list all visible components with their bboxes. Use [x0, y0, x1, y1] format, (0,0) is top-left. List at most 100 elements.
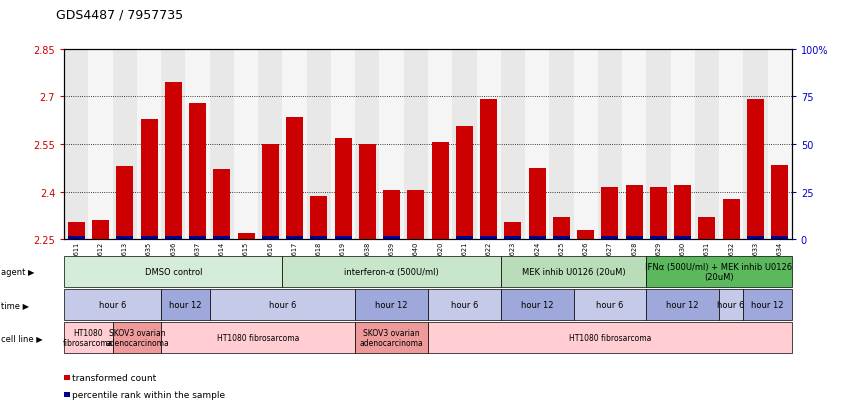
Bar	[480, 236, 497, 240]
Bar	[622, 50, 646, 240]
Text: DMSO control: DMSO control	[145, 267, 202, 276]
Bar	[331, 50, 355, 240]
Bar	[238, 233, 254, 240]
Bar	[768, 50, 792, 240]
Bar	[64, 50, 88, 240]
Bar	[262, 145, 279, 240]
Bar	[213, 236, 230, 240]
Text: hour 6: hour 6	[451, 300, 478, 309]
Text: hour 12: hour 12	[667, 300, 698, 309]
Bar	[189, 236, 206, 240]
Bar	[626, 186, 643, 240]
Bar	[695, 50, 719, 240]
Bar	[456, 127, 473, 240]
Text: time ▶: time ▶	[1, 300, 29, 309]
Bar	[550, 50, 574, 240]
Bar	[675, 236, 691, 240]
Text: hour 12: hour 12	[752, 300, 784, 309]
Text: HT1080 fibrosarcoma: HT1080 fibrosarcoma	[217, 333, 300, 342]
Bar	[670, 50, 695, 240]
Bar	[137, 50, 161, 240]
Bar	[771, 165, 788, 240]
Bar	[626, 236, 643, 240]
Text: hour 12: hour 12	[376, 300, 407, 309]
Bar	[259, 50, 282, 240]
Bar	[650, 236, 667, 240]
Bar	[140, 119, 158, 240]
Bar	[602, 188, 618, 240]
Text: IFNα (500U/ml) + MEK inhib U0126
(20uM): IFNα (500U/ml) + MEK inhib U0126 (20uM)	[645, 262, 793, 281]
Bar	[88, 50, 113, 240]
Bar	[743, 50, 768, 240]
Bar	[477, 50, 501, 240]
Bar	[210, 50, 234, 240]
Bar	[602, 236, 618, 240]
Bar	[407, 190, 425, 240]
Bar	[577, 230, 594, 240]
Bar	[68, 236, 85, 240]
Bar	[189, 103, 206, 240]
Bar	[574, 50, 597, 240]
Bar	[282, 50, 306, 240]
Text: hour 6: hour 6	[717, 300, 745, 309]
Bar	[698, 217, 716, 240]
Bar	[722, 200, 740, 240]
Bar	[383, 236, 400, 240]
Bar	[529, 236, 545, 240]
Bar	[92, 221, 109, 240]
Text: transformed count: transformed count	[73, 373, 157, 382]
Text: interferon-α (500U/ml): interferon-α (500U/ml)	[344, 267, 439, 276]
Bar	[771, 236, 788, 240]
Bar	[355, 50, 379, 240]
Bar	[140, 236, 158, 240]
Text: cell line ▶: cell line ▶	[1, 333, 43, 342]
Bar	[379, 50, 404, 240]
Bar	[359, 145, 376, 240]
Bar	[116, 236, 134, 240]
Bar	[113, 50, 137, 240]
Text: hour 12: hour 12	[521, 300, 553, 309]
Text: MEK inhib U0126 (20uM): MEK inhib U0126 (20uM)	[521, 267, 626, 276]
Text: agent ▶: agent ▶	[1, 267, 34, 276]
Bar	[213, 170, 230, 240]
Bar	[501, 50, 525, 240]
Bar	[311, 197, 327, 240]
Bar	[234, 50, 259, 240]
Bar	[675, 186, 691, 240]
Text: HT1080 fibrosarcoma: HT1080 fibrosarcoma	[568, 333, 651, 342]
Bar	[597, 50, 622, 240]
Bar	[428, 50, 452, 240]
Text: hour 6: hour 6	[269, 300, 296, 309]
Bar	[525, 50, 550, 240]
Text: percentile rank within the sample: percentile rank within the sample	[73, 390, 225, 399]
Bar	[116, 167, 134, 240]
Text: SKOV3 ovarian
adenocarcinoma: SKOV3 ovarian adenocarcinoma	[360, 328, 424, 347]
Bar	[286, 118, 303, 240]
Bar	[404, 50, 428, 240]
Bar	[286, 236, 303, 240]
Bar	[456, 236, 473, 240]
Bar	[306, 50, 331, 240]
Bar	[311, 236, 327, 240]
Bar	[335, 138, 352, 240]
Text: hour 6: hour 6	[99, 300, 127, 309]
Bar	[553, 236, 570, 240]
Bar	[529, 169, 545, 240]
Bar	[165, 236, 181, 240]
Bar	[335, 236, 352, 240]
Bar	[747, 100, 764, 240]
Bar	[383, 190, 400, 240]
Bar	[650, 188, 667, 240]
Bar	[719, 50, 743, 240]
Bar	[504, 236, 521, 240]
Text: GDS4487 / 7957735: GDS4487 / 7957735	[56, 8, 183, 21]
Bar	[186, 50, 210, 240]
Bar	[165, 83, 181, 240]
Bar	[553, 217, 570, 240]
Text: hour 6: hour 6	[597, 300, 623, 309]
Bar	[452, 50, 477, 240]
Bar	[646, 50, 670, 240]
Bar	[431, 143, 449, 240]
Bar	[480, 100, 497, 240]
Bar	[161, 50, 186, 240]
